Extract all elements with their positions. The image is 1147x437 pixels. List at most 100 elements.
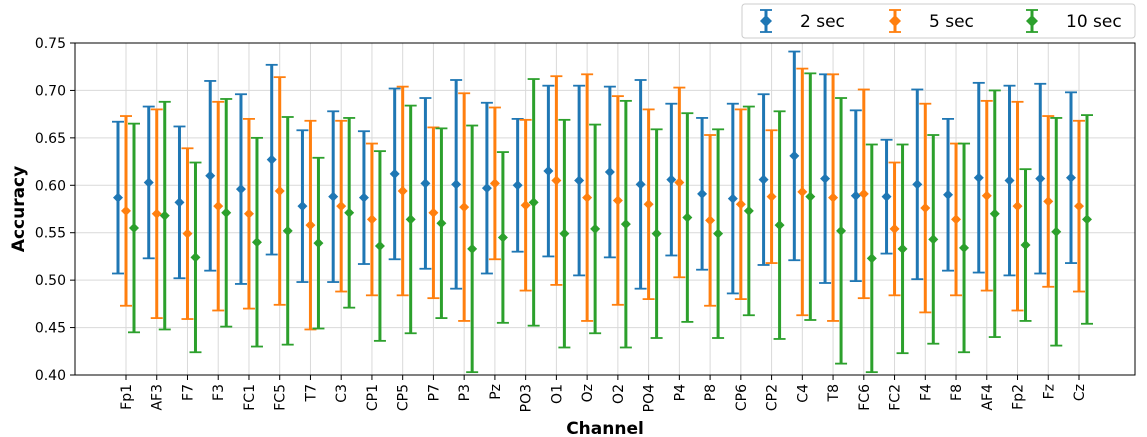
mean-marker (943, 189, 954, 200)
mean-marker (735, 199, 746, 210)
mean-marker (805, 191, 816, 202)
mean-marker (582, 192, 593, 203)
series-layer (112, 50, 1093, 374)
x-tick-label: P7 (426, 384, 442, 401)
mean-marker (651, 228, 662, 239)
series-2-sec (112, 50, 1077, 295)
mean-marker (928, 234, 939, 245)
x-tick-label: T8 (826, 384, 842, 402)
mean-marker (789, 150, 800, 161)
x-tick-label: CP5 (396, 384, 412, 411)
mean-marker (620, 219, 631, 230)
x-tick-label: CP6 (734, 384, 750, 411)
y-axis: 0.40 0.45 0.50 0.55 0.60 0.65 0.70 0.75 (35, 36, 75, 384)
mean-marker (481, 183, 492, 194)
mean-marker (643, 199, 654, 210)
x-tick-label: O2 (611, 384, 627, 404)
x-tick-label: Fp2 (1011, 384, 1027, 410)
mean-marker (405, 214, 416, 225)
mean-marker (850, 190, 861, 201)
mean-marker (774, 220, 785, 231)
mean-marker (766, 191, 777, 202)
legend-marker (760, 15, 772, 27)
mean-marker (959, 242, 970, 253)
mean-marker (1035, 173, 1046, 184)
x-tick-label: FC5 (273, 384, 289, 411)
mean-marker (682, 212, 693, 223)
mean-marker (121, 205, 131, 216)
mean-marker (1020, 240, 1031, 251)
x-tick-label: PO4 (642, 384, 658, 412)
mean-marker (528, 197, 539, 208)
mean-marker (159, 210, 170, 221)
mean-marker (266, 154, 277, 165)
x-tick-label: Cz (1072, 384, 1088, 401)
mean-marker (797, 186, 808, 197)
mean-marker (113, 192, 123, 203)
plot-frame (74, 42, 1136, 376)
x-tick-label: P8 (703, 384, 719, 401)
y-tick-label: 0.70 (35, 83, 66, 99)
mean-marker (697, 188, 708, 199)
mean-marker (666, 174, 677, 185)
mean-marker (297, 201, 308, 212)
mean-marker (559, 228, 570, 239)
legend-item: 10 sec (1026, 9, 1122, 33)
x-tick-label: Fp1 (119, 384, 135, 410)
y-tick-label: 0.45 (35, 321, 66, 337)
mean-marker (389, 168, 400, 179)
mean-marker (520, 200, 531, 211)
legend-label: 5 sec (929, 12, 974, 32)
x-tick-label: Fz (1041, 384, 1057, 399)
x-tick-label: F4 (918, 384, 934, 401)
series-10-sec (128, 72, 1093, 374)
x-tick-label: F3 (211, 384, 227, 401)
mean-marker (973, 172, 984, 183)
mean-marker (235, 184, 246, 195)
mean-marker (727, 193, 738, 204)
x-tick-label: Oz (580, 384, 596, 402)
x-tick-label: P3 (457, 384, 473, 401)
mean-marker (512, 180, 523, 191)
series-5-sec (120, 67, 1085, 331)
mean-marker (420, 178, 431, 189)
x-tick-label: P4 (672, 384, 688, 401)
mean-marker (951, 214, 962, 225)
mean-marker (1012, 201, 1023, 212)
mean-marker (674, 177, 685, 188)
mean-marker (635, 179, 646, 190)
mean-marker (743, 205, 754, 216)
mean-marker (251, 237, 262, 248)
mean-marker (305, 220, 316, 231)
y-tick-label: 0.65 (35, 131, 66, 147)
mean-marker (274, 185, 285, 196)
mean-marker (313, 238, 324, 249)
x-tick-label: Pz (488, 384, 504, 400)
x-tick-label: AF3 (150, 384, 166, 411)
mean-marker (1066, 172, 1076, 183)
mean-marker (182, 228, 193, 239)
mean-marker (989, 208, 1000, 219)
y-tick-label: 0.75 (35, 36, 66, 52)
y-tick-label: 0.60 (35, 178, 66, 194)
mean-marker (213, 201, 224, 212)
y-axis-label: Accuracy (9, 166, 29, 252)
mean-marker (1074, 201, 1084, 212)
mean-marker (820, 173, 831, 184)
mean-marker (920, 203, 931, 214)
x-tick-label: CP2 (765, 384, 781, 411)
x-tick-label: FC2 (888, 384, 904, 411)
mean-marker (428, 207, 439, 218)
x-tick-label: AF4 (980, 384, 996, 411)
x-tick-label: PO3 (519, 384, 535, 412)
mean-marker (612, 195, 623, 206)
mean-marker (174, 197, 185, 208)
mean-marker (828, 192, 839, 203)
legend-item: 5 sec (889, 9, 974, 33)
mean-marker (889, 223, 900, 234)
grid (75, 42, 1135, 376)
x-tick-label: C3 (334, 384, 350, 403)
mean-marker (243, 208, 254, 219)
mean-marker (497, 232, 508, 243)
mean-marker (551, 175, 562, 186)
